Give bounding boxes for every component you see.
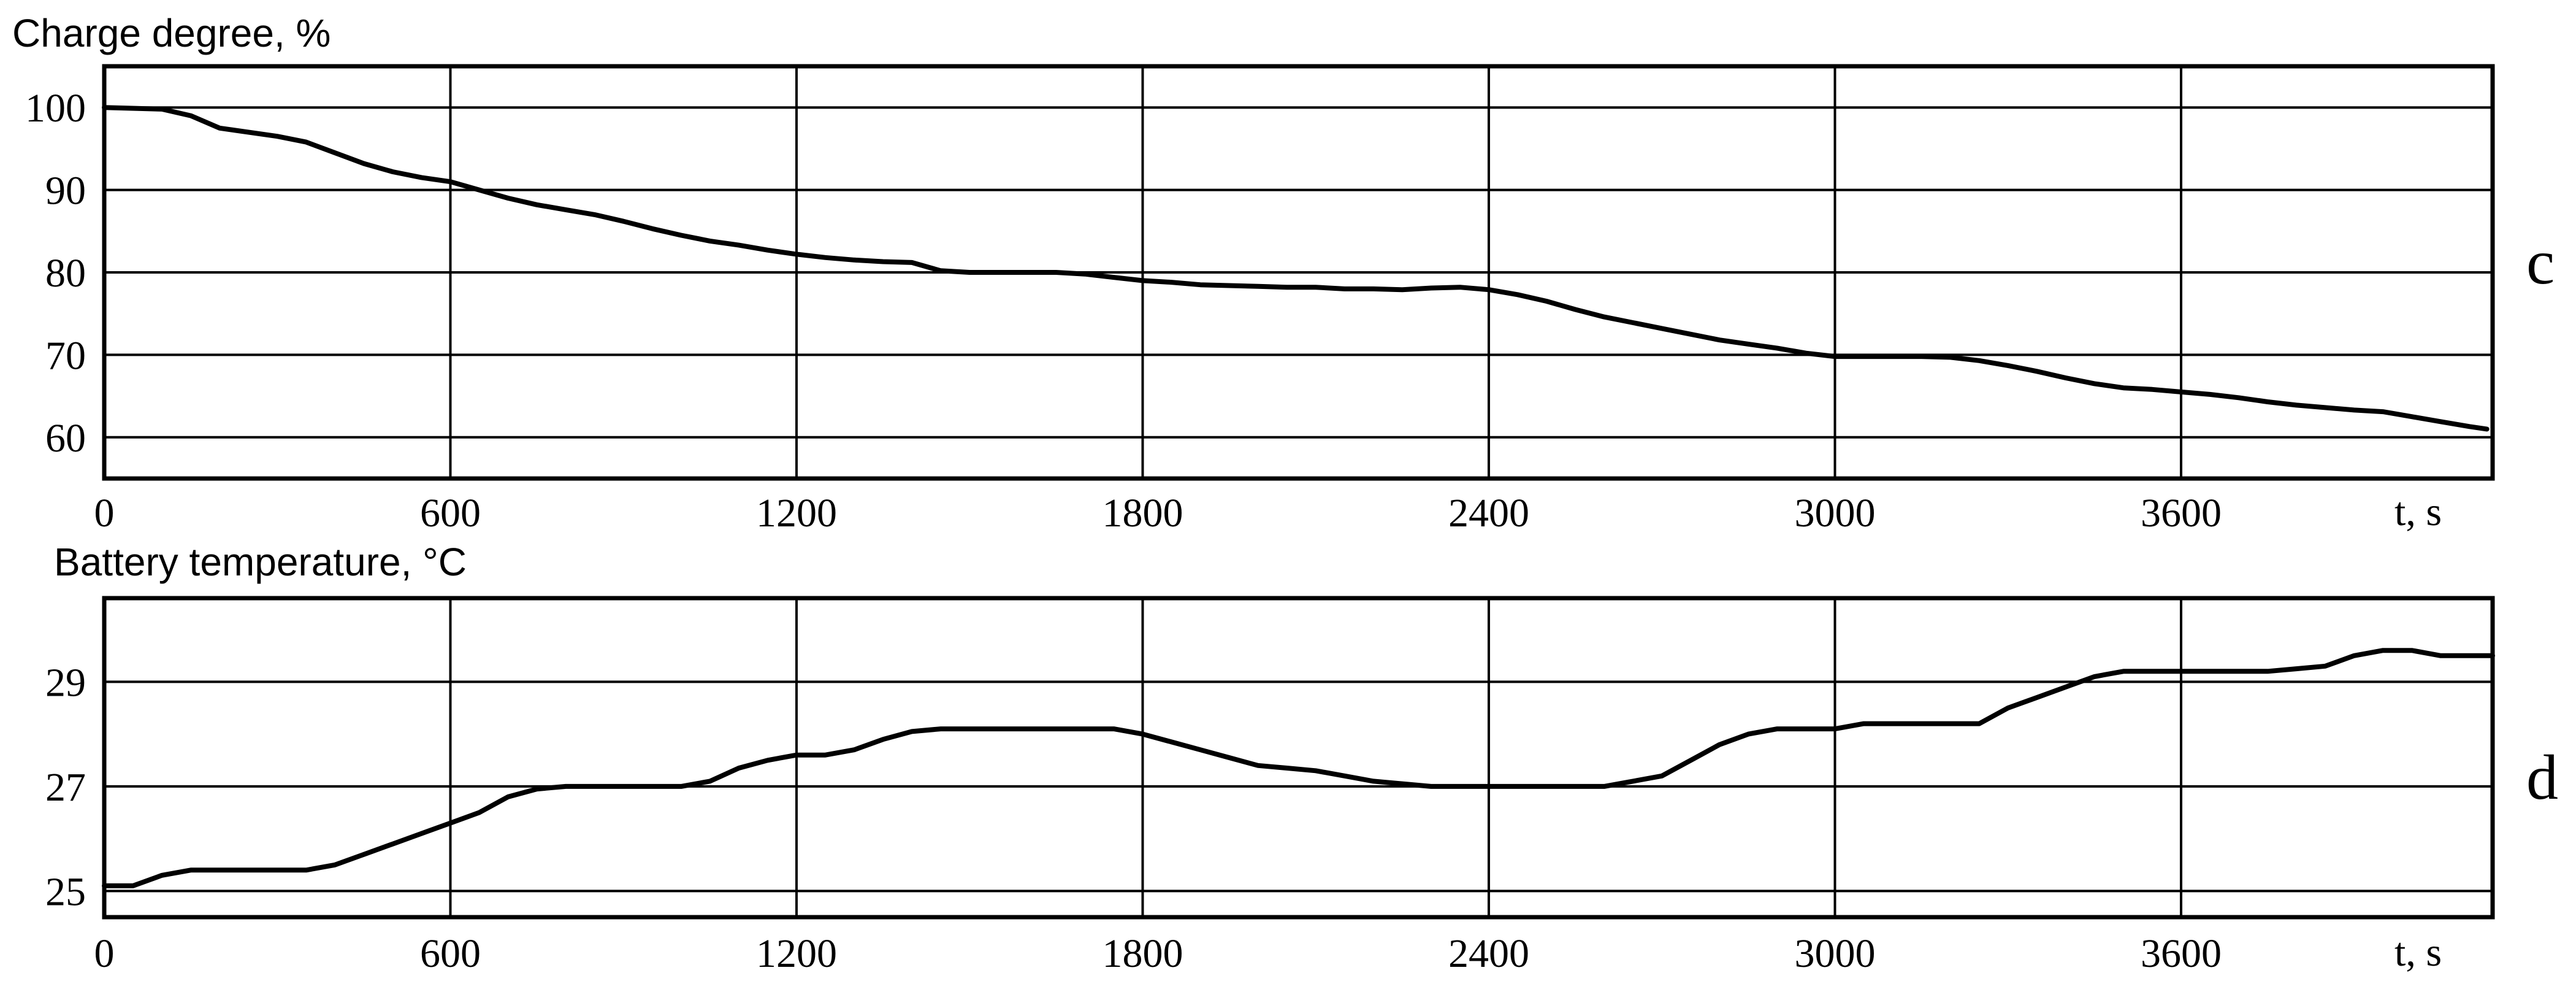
x-tick-label: 3600 <box>2141 931 2222 976</box>
panel-letter-d: d <box>2526 742 2558 813</box>
y-tick-label: 90 <box>45 169 86 213</box>
x-tick-label: 1200 <box>756 931 837 976</box>
x-tick-label: 600 <box>420 491 481 536</box>
x-tick-label: 2400 <box>1448 491 1529 536</box>
plot-frame-c <box>102 64 2495 481</box>
chart-panel-c: Charge degree, % 0 600 1200 1800 2400 3000 360… <box>12 11 2555 536</box>
chart-panel-d: Battery temperature, °C 0 600 1200 1800 2400… <box>45 540 2558 976</box>
x-tick-label: 3600 <box>2141 491 2222 536</box>
x-tick-label: 2400 <box>1448 931 1529 976</box>
y-tick-label: 27 <box>45 765 86 810</box>
y-tick-label: 70 <box>45 333 86 378</box>
y-tick-label: 80 <box>45 251 86 296</box>
gridlines-c <box>104 66 2493 479</box>
y-axis-label-charge: Charge degree, % <box>12 11 331 55</box>
x-tick-label: 1200 <box>756 491 837 536</box>
x-tick-label: 600 <box>420 931 481 976</box>
gridlines-d <box>104 598 2493 917</box>
x-tick-label: 0 <box>94 491 115 536</box>
x-tick-label: 3000 <box>1794 931 1875 976</box>
x-axis-label-c: t, s <box>2394 490 2442 534</box>
battery-temperature-line <box>102 648 2495 888</box>
charge-degree-line <box>102 105 2490 432</box>
panel-letter-c: c <box>2526 227 2555 298</box>
y-tick-label: 100 <box>25 86 86 131</box>
x-tick-label: 1800 <box>1102 491 1183 536</box>
x-tick-label: 1800 <box>1102 931 1183 976</box>
tick-labels-c: 0 600 1200 1800 2400 3000 3600 60 70 80 90 100 <box>25 86 2222 536</box>
x-tick-label: 3000 <box>1794 491 1875 536</box>
y-tick-label: 29 <box>45 660 86 705</box>
x-axis-label-d: t, s <box>2394 930 2442 975</box>
plot-frame-d <box>102 596 2495 920</box>
y-tick-label: 60 <box>45 416 86 461</box>
y-axis-label-temperature: Battery temperature, °C <box>54 540 467 584</box>
tick-labels-d: 0 600 1200 1800 2400 3000 3600 25 27 29 <box>45 660 2222 976</box>
y-tick-label: 25 <box>45 869 86 914</box>
x-tick-label: 0 <box>94 931 115 976</box>
